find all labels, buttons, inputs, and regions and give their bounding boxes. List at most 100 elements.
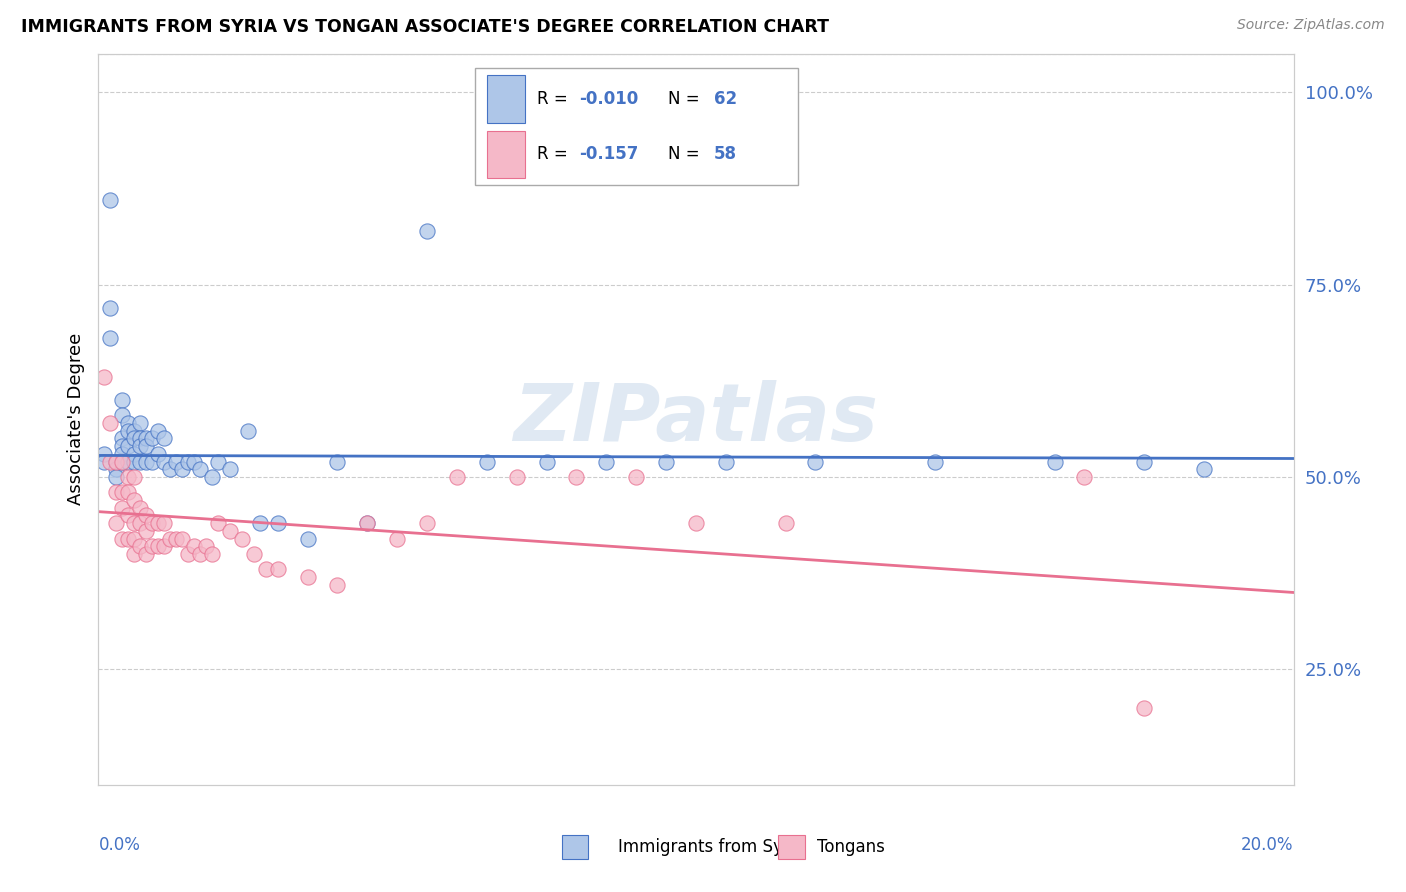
Point bbox=[124, 470, 146, 484]
Point bbox=[105, 485, 128, 500]
Point bbox=[416, 224, 439, 238]
Point bbox=[188, 462, 211, 476]
Point bbox=[98, 416, 122, 430]
Point bbox=[135, 454, 157, 468]
Point bbox=[111, 532, 134, 546]
Text: 62: 62 bbox=[714, 90, 737, 108]
Point bbox=[326, 578, 349, 592]
Point bbox=[254, 562, 277, 576]
Point bbox=[117, 470, 139, 484]
Point bbox=[135, 432, 157, 446]
Point bbox=[148, 516, 170, 531]
Point bbox=[356, 516, 378, 531]
Point bbox=[446, 470, 468, 484]
Point bbox=[356, 516, 378, 531]
Point bbox=[153, 454, 176, 468]
Text: -0.157: -0.157 bbox=[579, 145, 638, 163]
Point bbox=[111, 454, 134, 468]
Point bbox=[1133, 454, 1156, 468]
Point bbox=[626, 470, 648, 484]
Point bbox=[105, 454, 128, 468]
Point bbox=[135, 508, 157, 523]
Point bbox=[159, 462, 181, 476]
Point bbox=[243, 547, 266, 561]
Point bbox=[105, 454, 128, 468]
Point bbox=[183, 454, 205, 468]
Point bbox=[219, 524, 242, 538]
Point bbox=[236, 424, 259, 438]
Point bbox=[124, 532, 146, 546]
Bar bbox=[562, 836, 588, 859]
Point bbox=[1133, 701, 1156, 715]
Point bbox=[135, 547, 157, 561]
Point bbox=[804, 454, 827, 468]
Point bbox=[93, 370, 115, 384]
Point bbox=[124, 447, 146, 461]
Point bbox=[98, 193, 122, 207]
Point bbox=[565, 470, 588, 484]
Text: Tongans: Tongans bbox=[817, 838, 884, 856]
Point bbox=[105, 470, 128, 484]
Text: Source: ZipAtlas.com: Source: ZipAtlas.com bbox=[1237, 18, 1385, 32]
Point bbox=[117, 424, 139, 438]
Point bbox=[111, 447, 134, 461]
Point bbox=[111, 392, 134, 407]
Point bbox=[1073, 470, 1095, 484]
Point bbox=[148, 539, 170, 553]
Point bbox=[124, 493, 146, 508]
Point bbox=[148, 424, 170, 438]
Bar bbox=[486, 131, 524, 178]
Point bbox=[124, 454, 146, 468]
Point bbox=[207, 516, 229, 531]
Point bbox=[165, 454, 187, 468]
Bar bbox=[486, 75, 524, 122]
Point bbox=[153, 539, 176, 553]
Text: -0.010: -0.010 bbox=[579, 90, 638, 108]
Text: N =: N = bbox=[668, 145, 706, 163]
Text: R =: R = bbox=[537, 145, 574, 163]
Point bbox=[326, 454, 349, 468]
Point bbox=[1043, 454, 1066, 468]
Point bbox=[98, 454, 122, 468]
Point bbox=[117, 416, 139, 430]
Point bbox=[117, 508, 139, 523]
Point bbox=[105, 454, 128, 468]
Point bbox=[111, 409, 134, 423]
Point bbox=[105, 516, 128, 531]
Point bbox=[267, 516, 290, 531]
Y-axis label: Associate's Degree: Associate's Degree bbox=[66, 333, 84, 506]
Point bbox=[231, 532, 253, 546]
Point bbox=[201, 547, 224, 561]
Point bbox=[117, 485, 139, 500]
Text: R =: R = bbox=[537, 90, 574, 108]
Point bbox=[129, 432, 152, 446]
Point bbox=[416, 516, 439, 531]
Point bbox=[111, 432, 134, 446]
Point bbox=[595, 454, 617, 468]
FancyBboxPatch shape bbox=[475, 68, 797, 186]
Point bbox=[172, 532, 194, 546]
Bar bbox=[779, 836, 804, 859]
Point bbox=[297, 532, 319, 546]
Point bbox=[98, 331, 122, 345]
Point bbox=[195, 539, 218, 553]
Point bbox=[129, 439, 152, 453]
Point bbox=[129, 500, 152, 515]
Point bbox=[153, 516, 176, 531]
Text: 20.0%: 20.0% bbox=[1241, 836, 1294, 855]
Point bbox=[129, 454, 152, 468]
Point bbox=[172, 462, 194, 476]
Point bbox=[141, 432, 163, 446]
Point bbox=[117, 454, 139, 468]
Point bbox=[201, 470, 224, 484]
Point bbox=[135, 524, 157, 538]
Point bbox=[117, 439, 139, 453]
Point bbox=[105, 462, 128, 476]
Point bbox=[655, 454, 678, 468]
Point bbox=[129, 516, 152, 531]
Point bbox=[129, 416, 152, 430]
Text: 0.0%: 0.0% bbox=[98, 836, 141, 855]
Point bbox=[141, 516, 163, 531]
Point bbox=[111, 485, 134, 500]
Point bbox=[124, 432, 146, 446]
